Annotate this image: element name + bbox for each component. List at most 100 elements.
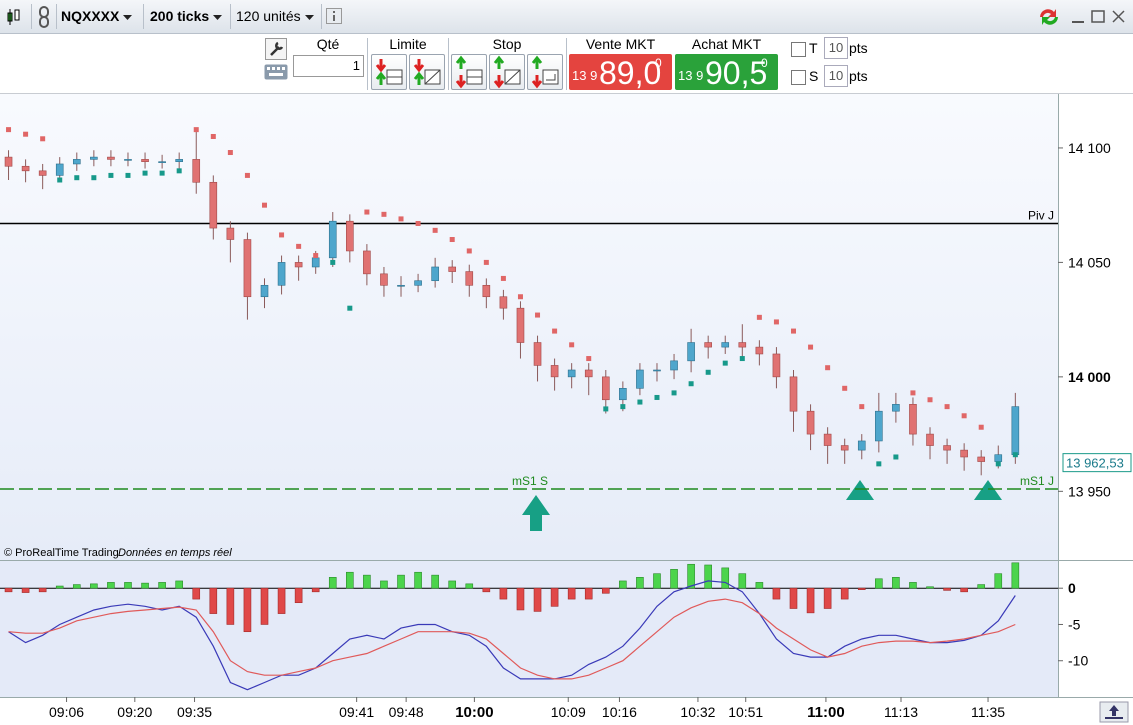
dropdown-arrow (123, 15, 133, 20)
candle-body (226, 227, 235, 240)
candle-body (909, 404, 917, 435)
window-controls[interactable] (1070, 9, 1130, 25)
histogram-bar (943, 587, 951, 591)
s-unit: pts (849, 68, 868, 84)
sar-dot (364, 209, 370, 215)
x-tick-label: 10:32 (680, 704, 715, 720)
histogram-bar (260, 587, 269, 625)
instrument-select[interactable]: NQXXXX (61, 6, 133, 26)
sar-dot (808, 344, 814, 350)
histogram-bar (90, 583, 98, 589)
t-input[interactable]: 10 (824, 37, 848, 59)
candle-body (772, 353, 781, 378)
bottom-right-button[interactable] (1099, 701, 1129, 723)
checkbox[interactable] (791, 70, 806, 85)
histogram-bar (243, 587, 252, 633)
separator (367, 38, 368, 90)
status: Données en temps réel (118, 547, 232, 559)
limit-buy-button[interactable] (371, 54, 407, 90)
candle-body (738, 342, 747, 348)
histogram-bar (21, 587, 30, 593)
sar-dot (125, 172, 131, 178)
y-tick-label: 0 (1068, 580, 1076, 596)
histogram-bar (55, 585, 64, 589)
candle-body (721, 342, 730, 348)
sar-dot (466, 248, 472, 254)
sar-dot (279, 232, 285, 238)
limit-sell-button[interactable] (409, 54, 445, 90)
x-tick-label: 10:09 (551, 704, 586, 720)
price-panel (0, 94, 1058, 560)
candle-body (687, 342, 695, 362)
sar-dot (74, 175, 80, 181)
macd-line (8, 598, 1016, 680)
sar-dot (262, 202, 267, 208)
candle-body (550, 365, 559, 378)
sar-dot (995, 461, 1001, 467)
sar-dot (244, 172, 250, 178)
s-input[interactable]: 10 (824, 65, 848, 87)
sar-dot (671, 390, 677, 396)
candle-body (4, 156, 13, 167)
histogram-bar (738, 573, 747, 589)
candle-body (601, 376, 610, 401)
reference-label: mS1 J (1020, 474, 1054, 488)
qty-input[interactable]: 1 (293, 55, 364, 77)
sar-dot (296, 243, 302, 249)
sar-dot (773, 319, 779, 325)
candle-body (789, 376, 798, 412)
sar-dot (842, 385, 848, 391)
histogram-bar (840, 587, 849, 600)
stop-button[interactable] (451, 54, 487, 90)
x-tick-label: 09:35 (177, 704, 212, 720)
candle-body (636, 369, 644, 389)
candle-body (584, 369, 593, 378)
link-icon[interactable] (37, 6, 51, 28)
sar-dot (500, 275, 506, 281)
y-tick-label: 14 000 (1068, 369, 1111, 385)
sar-dot (637, 399, 643, 405)
histogram-bar (414, 571, 422, 589)
candle-body (397, 284, 405, 287)
sar-dot (944, 404, 950, 410)
x-tick-label: 11:00 (807, 704, 845, 721)
candle-body (875, 410, 883, 442)
buy-button[interactable]: 13 9 90,5 0 (675, 54, 778, 91)
candle-body (260, 284, 269, 298)
sar-dot (40, 136, 46, 142)
histogram-bar (141, 582, 149, 589)
histogram-bar (4, 587, 13, 593)
price-main: 90,5 (705, 55, 768, 91)
candle-body (670, 360, 678, 371)
sar-dot (739, 356, 745, 362)
histogram-bar (704, 564, 712, 589)
candle-body (482, 284, 491, 298)
stop-button[interactable] (527, 54, 563, 90)
histogram-bar (653, 573, 661, 589)
price-prefix: 13 9 (572, 68, 598, 83)
reference-label: Piv J (1028, 208, 1054, 222)
refresh-icon[interactable] (1036, 5, 1062, 29)
keyboard-icon[interactable] (264, 64, 288, 80)
sell-button[interactable]: 13 9 89,0 0 (569, 54, 672, 91)
candle-body (567, 369, 576, 378)
histogram-bar (619, 580, 627, 589)
histogram-bar (926, 586, 934, 589)
sar-dot (193, 127, 199, 133)
histogram-bar (977, 584, 986, 589)
period-select[interactable]: 200 ticks (150, 6, 223, 26)
settings-icon[interactable] (265, 38, 287, 60)
info-icon[interactable] (326, 8, 342, 24)
chart-type-icon[interactable] (6, 8, 22, 26)
checkbox[interactable] (791, 42, 806, 57)
stop-button[interactable] (489, 54, 525, 90)
candle-body (431, 266, 439, 282)
price-prefix: 13 9 (678, 68, 704, 83)
units-select[interactable]: 120 unités (236, 6, 314, 26)
candle-body (107, 156, 115, 160)
histogram-bar (772, 587, 781, 600)
histogram-bar (431, 574, 439, 589)
histogram-bar (380, 580, 388, 589)
histogram-bar (482, 587, 491, 593)
candle-body (363, 250, 371, 275)
